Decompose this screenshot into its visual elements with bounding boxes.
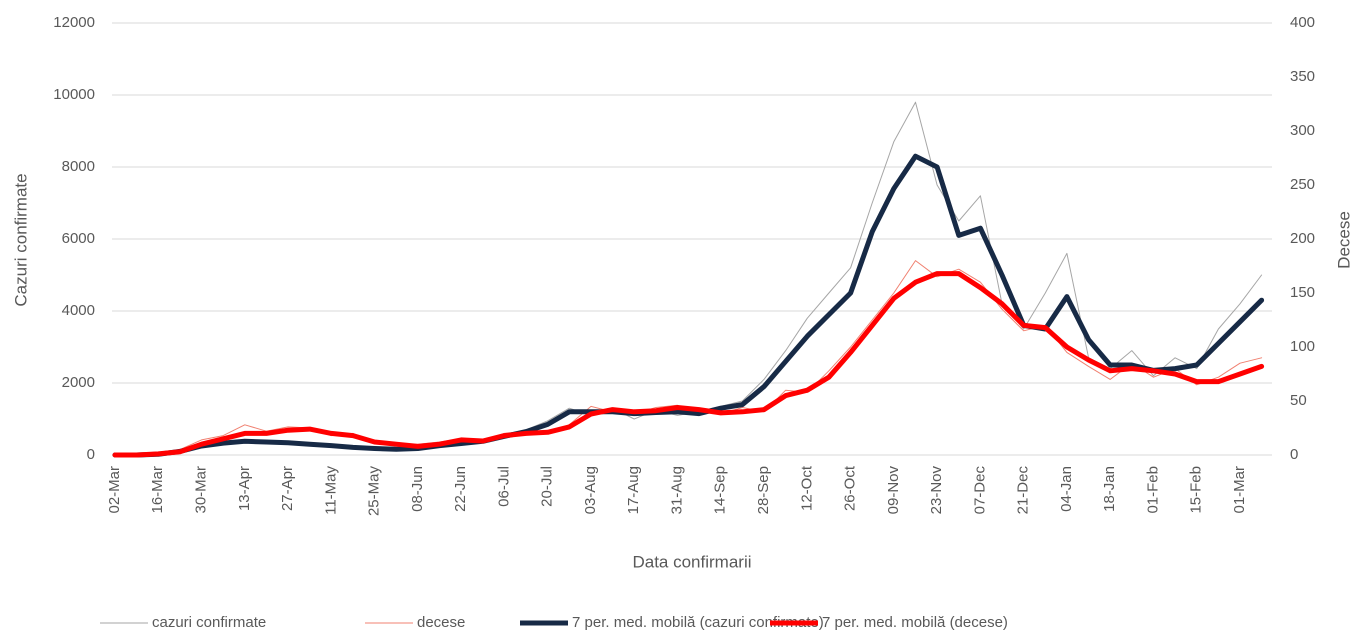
y-tick-label: 0: [87, 446, 95, 463]
y-axis-title: Cazuri confirmate: [11, 173, 30, 306]
series-line: [114, 101, 1263, 456]
x-tick-label: 08-Jun: [409, 466, 426, 512]
y2-tick-label: 0: [1290, 446, 1298, 463]
y2-axis-title: Decese: [1334, 211, 1353, 269]
y2-tick-label: 350: [1290, 68, 1315, 85]
legend-label: decese: [417, 614, 465, 631]
x-tick-label: 20-Jul: [539, 466, 556, 507]
x-tick-label: 31-Aug: [668, 466, 685, 514]
y2-tick-label: 300: [1290, 122, 1315, 139]
legend-label: cazuri confirmate: [152, 614, 266, 631]
x-tick-label: 07-Dec: [971, 466, 988, 515]
y2-tick-label: 150: [1290, 284, 1315, 301]
y-tick-label: 8000: [62, 158, 95, 175]
x-tick-label: 04-Jan: [1058, 466, 1075, 512]
x-tick-label: 26-Oct: [842, 465, 859, 511]
x-tick-label: 06-Jul: [495, 466, 512, 507]
x-tick-label: 27-Apr: [279, 466, 296, 511]
x-tick-label: 01-Feb: [1144, 466, 1161, 514]
x-tick-label: 21-Dec: [1015, 466, 1032, 515]
series-line: [112, 153, 1265, 458]
x-tick-label: 12-Oct: [798, 465, 815, 511]
y-tick-label: 2000: [62, 374, 95, 391]
x-tick-label: 09-Nov: [885, 466, 902, 515]
series-line: [112, 271, 1265, 458]
x-tick-label: 13-Apr: [236, 466, 253, 511]
x-tick-label: 17-Aug: [625, 466, 642, 514]
x-tick-label: 22-Jun: [452, 466, 469, 512]
y-tick-label: 12000: [53, 14, 95, 31]
x-tick-label: 23-Nov: [928, 466, 945, 515]
x-tick-label: 30-Mar: [193, 466, 210, 514]
y-tick-label: 10000: [53, 86, 95, 103]
y-tick-label: 6000: [62, 230, 95, 247]
legend-label: 7 per. med. mobilă (cazuri confirmate): [572, 614, 824, 631]
x-tick-label: 28-Sep: [755, 466, 772, 514]
x-tick-label: 01-Mar: [1231, 466, 1248, 514]
x-tick-label: 16-Mar: [149, 466, 166, 514]
y2-tick-label: 250: [1290, 176, 1315, 193]
y2-tick-label: 400: [1290, 14, 1315, 31]
x-tick-label: 18-Jan: [1101, 466, 1118, 512]
x-tick-label: 11-May: [322, 466, 339, 515]
x-tick-label: 15-Feb: [1188, 466, 1205, 514]
x-tick-label: 14-Sep: [712, 466, 729, 514]
y2-tick-label: 200: [1290, 230, 1315, 247]
x-tick-label: 25-May: [366, 466, 383, 517]
y-tick-label: 4000: [62, 302, 95, 319]
x-tick-label: 03-Aug: [582, 466, 599, 514]
y2-tick-label: 100: [1290, 338, 1315, 355]
y2-tick-label: 50: [1290, 392, 1307, 409]
x-tick-label: 02-Mar: [106, 466, 123, 514]
legend-label: 7 per. med. mobilă (decese): [822, 614, 1008, 631]
x-axis-title: Data confirmarii: [632, 552, 751, 571]
